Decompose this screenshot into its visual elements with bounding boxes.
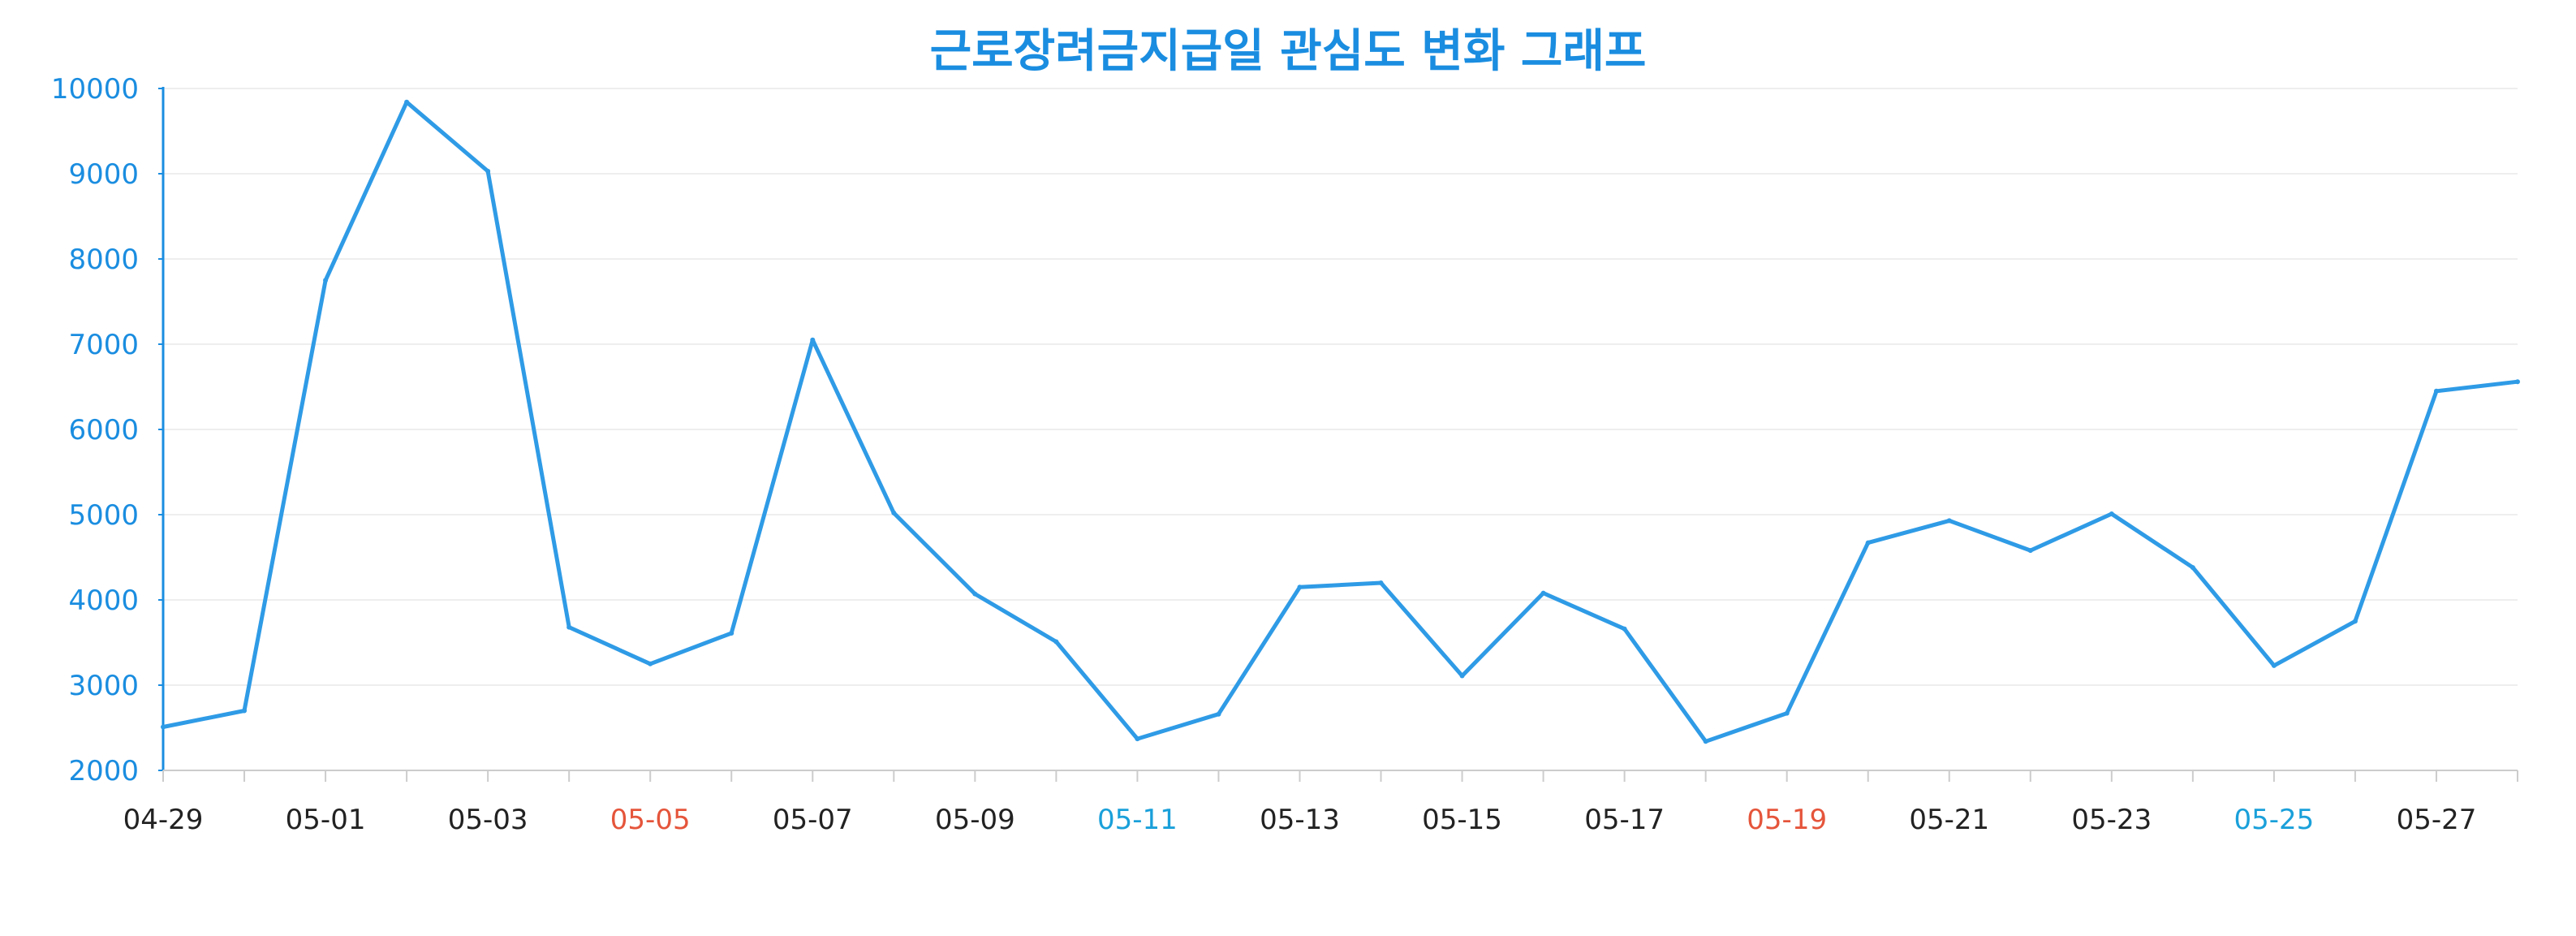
data-point[interactable] xyxy=(1946,518,1952,524)
y-tick-label: 2000 xyxy=(68,755,139,787)
x-tick-label: 05-11 xyxy=(1097,804,1178,836)
data-point[interactable] xyxy=(161,724,166,730)
y-tick-label: 4000 xyxy=(68,584,139,617)
data-point[interactable] xyxy=(404,99,410,105)
data-point[interactable] xyxy=(648,661,653,666)
data-point[interactable] xyxy=(485,168,491,174)
x-tick-label: 05-23 xyxy=(2071,804,2152,836)
x-tick-label: 05-15 xyxy=(1422,804,1502,836)
data-point[interactable] xyxy=(1622,626,1627,632)
data-point[interactable] xyxy=(1135,736,1140,742)
data-point[interactable] xyxy=(2190,565,2195,571)
x-tick-label: 05-03 xyxy=(448,804,528,836)
x-tick-label: 05-21 xyxy=(1909,804,1989,836)
x-tick-label: 04-29 xyxy=(123,804,204,836)
x-tick-label: 05-01 xyxy=(286,804,366,836)
y-tick-label: 8000 xyxy=(68,244,139,276)
x-tick-label: 05-25 xyxy=(2234,804,2314,836)
y-tick-label: 10000 xyxy=(51,73,139,106)
data-point[interactable] xyxy=(2352,619,2358,624)
data-point[interactable] xyxy=(1540,590,1546,596)
data-point[interactable] xyxy=(1378,580,1384,585)
data-point[interactable] xyxy=(1459,673,1465,679)
y-tick-label: 6000 xyxy=(68,414,139,446)
data-point[interactable] xyxy=(1053,639,1059,645)
series-line xyxy=(161,100,2520,744)
data-point[interactable] xyxy=(242,708,248,714)
x-tick-label: 05-07 xyxy=(773,804,853,836)
x-tick-label: 05-17 xyxy=(1584,804,1665,836)
data-point[interactable] xyxy=(729,630,734,636)
data-point[interactable] xyxy=(566,624,572,630)
data-point[interactable] xyxy=(810,337,816,343)
grid-lines xyxy=(163,88,2518,686)
x-tick-label: 05-09 xyxy=(935,804,1015,836)
y-tick-label: 9000 xyxy=(68,158,139,191)
x-tick-label: 05-27 xyxy=(2397,804,2477,836)
axes xyxy=(158,87,2518,782)
x-tick-label: 05-05 xyxy=(610,804,691,836)
x-tick-label: 05-19 xyxy=(1747,804,1827,836)
chart-title: 근로장려금지급일 관심도 변화 그래프 xyxy=(930,25,1647,78)
data-point[interactable] xyxy=(1865,540,1871,546)
data-point[interactable] xyxy=(1216,711,1221,717)
series-layer xyxy=(161,99,2520,744)
y-tick-label: 3000 xyxy=(68,670,139,702)
data-point[interactable] xyxy=(2109,511,2114,516)
data-point[interactable] xyxy=(2271,662,2277,668)
data-point[interactable] xyxy=(972,591,978,597)
data-point[interactable] xyxy=(891,510,897,515)
y-tick-label: 7000 xyxy=(68,329,139,361)
data-point[interactable] xyxy=(1297,584,1303,590)
data-point[interactable] xyxy=(1784,710,1790,716)
y-tick-label: 5000 xyxy=(68,499,139,532)
data-point[interactable] xyxy=(323,278,329,283)
y-axis-tick-labels: 2000 3000 4000 5000 6000 7000 8000 9000 10000 xyxy=(51,73,139,787)
data-point[interactable] xyxy=(2433,388,2439,394)
x-axis-tick-labels: 04-29 05-01 05-03 05-05 05-07 05-09 05-11 05-13… xyxy=(123,804,2477,836)
data-point[interactable] xyxy=(2515,379,2520,385)
data-point[interactable] xyxy=(1703,739,1708,744)
x-tick-label: 05-13 xyxy=(1260,804,1340,836)
data-point[interactable] xyxy=(2027,548,2033,554)
